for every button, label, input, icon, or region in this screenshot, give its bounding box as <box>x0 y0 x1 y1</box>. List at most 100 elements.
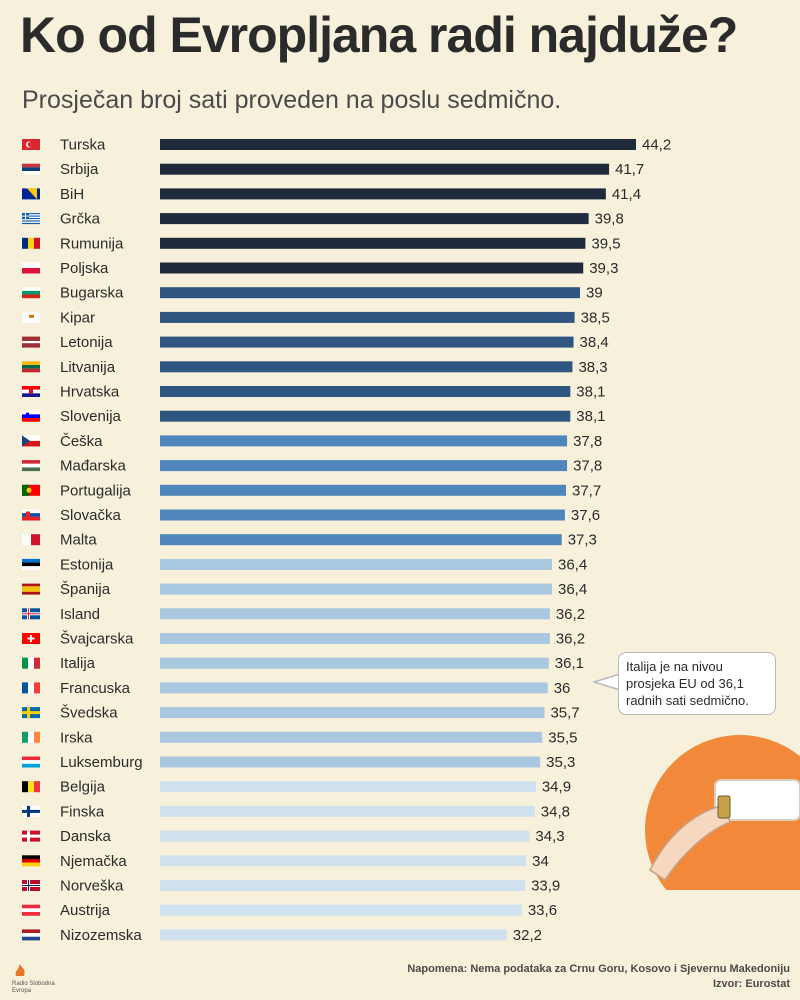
bar <box>160 657 549 669</box>
country-label: Nizozemska <box>60 927 142 944</box>
value-label: 37,7 <box>572 482 601 499</box>
country-label: Belgija <box>60 779 106 796</box>
country-label: Poljska <box>60 260 109 277</box>
footnote: Napomena: Nema podataka za Crnu Goru, Ko… <box>407 962 790 992</box>
fr-flag-icon <box>22 682 40 694</box>
dk-flag-icon <box>22 830 40 842</box>
bar <box>160 460 568 472</box>
bar <box>160 435 568 447</box>
page-title: Ko od Evropljana radi najduže? <box>20 7 738 63</box>
bar-row-be: Belgija 34,9 <box>22 779 571 796</box>
value-label: 39 <box>586 285 603 302</box>
bar-row-cz: Češka 37,8 <box>22 433 602 450</box>
country-label: Malta <box>60 532 97 549</box>
bar-row-lv: Letonija 38,4 <box>22 334 609 351</box>
se-flag-icon <box>22 707 40 719</box>
country-label: Slovenija <box>60 408 122 425</box>
bar-row-ch: Švajcarska 36,2 <box>22 631 585 648</box>
value-label: 34 <box>532 853 549 870</box>
country-label: Portugalija <box>60 482 132 499</box>
bar-row-hu: Mađarska 37,8 <box>22 458 602 475</box>
be-flag-icon <box>22 781 40 793</box>
bar <box>160 805 535 817</box>
note-text: Napomena: Nema podataka za Crnu Goru, Ko… <box>407 963 790 975</box>
callout-pointer <box>593 672 621 692</box>
value-label: 44,2 <box>642 137 671 154</box>
hr-flag-icon <box>22 386 40 397</box>
bar-row-mt: Malta 37,3 <box>22 532 597 549</box>
bar-row-ie: Irska 35,5 <box>22 729 578 746</box>
value-label: 38,5 <box>581 309 610 326</box>
bar <box>160 830 530 842</box>
country-label: Norveška <box>60 878 124 895</box>
country-label: Grčka <box>60 211 101 228</box>
bar <box>160 410 571 422</box>
bar <box>160 880 526 891</box>
bar <box>160 188 606 200</box>
value-label: 37,3 <box>568 532 597 549</box>
country-label: Turska <box>60 137 106 154</box>
value-label: 36,4 <box>558 556 587 573</box>
country-label: Mađarska <box>60 458 127 475</box>
bar-row-at: Austrija 33,6 <box>22 902 557 919</box>
logo-line-1: Radio Slobodna <box>12 981 55 987</box>
italy-callout: Italija je na nivou prosjeka EU od 36,1 … <box>618 652 776 715</box>
country-label: BiH <box>60 186 84 203</box>
pt-flag-icon <box>22 484 40 496</box>
bar <box>160 731 543 743</box>
bar-row-dk: Danska 34,3 <box>22 828 565 845</box>
ba-flag-icon <box>22 188 40 200</box>
bar <box>160 682 548 694</box>
country-label: Italija <box>60 655 96 672</box>
value-label: 34,3 <box>535 828 564 845</box>
country-label: Francuska <box>60 680 131 697</box>
bar-row-gr: Grčka 39,8 <box>22 211 624 228</box>
value-label: 38,4 <box>580 334 609 351</box>
bar <box>160 386 571 397</box>
bar-row-ba: BiH 41,4 <box>22 186 641 203</box>
pl-flag-icon <box>22 262 40 274</box>
bar <box>160 633 550 644</box>
value-label: 36 <box>554 680 571 697</box>
value-label: 39,8 <box>595 211 624 228</box>
bar-row-nl: Nizozemska 32,2 <box>22 927 542 944</box>
bar-row-sk: Slovačka 37,6 <box>22 507 600 524</box>
country-label: Rumunija <box>60 235 124 252</box>
bar <box>160 287 580 299</box>
country-label: Irska <box>60 729 93 746</box>
value-label: 36,4 <box>558 581 587 598</box>
sk-flag-icon <box>22 509 40 521</box>
page-subtitle: Prosječan broj sati proveden na poslu se… <box>22 86 562 114</box>
lv-flag-icon <box>22 336 40 348</box>
bg-flag-icon <box>22 287 40 299</box>
value-label: 41,4 <box>612 186 641 203</box>
bar <box>160 855 527 867</box>
country-label: Austrija <box>60 902 111 919</box>
value-label: 34,9 <box>542 779 571 796</box>
bar <box>160 237 586 249</box>
no-flag-icon <box>22 880 40 891</box>
de-flag-icon <box>22 855 40 867</box>
country-label: Estonija <box>60 556 114 573</box>
si-flag-icon <box>22 410 40 422</box>
bar <box>160 336 574 348</box>
bar-row-de: Njemačka 34 <box>22 853 549 870</box>
bar <box>160 509 565 521</box>
value-label: 35,3 <box>546 754 575 771</box>
bar-row-ro: Rumunija 39,5 <box>22 235 621 252</box>
is-flag-icon <box>22 608 40 620</box>
value-label: 33,6 <box>528 902 557 919</box>
nl-flag-icon <box>22 929 40 941</box>
bar-row-pl: Poljska 39,3 <box>22 260 618 277</box>
value-label: 38,1 <box>576 384 605 401</box>
ro-flag-icon <box>22 237 40 249</box>
value-label: 37,6 <box>571 507 600 524</box>
country-label: Srbija <box>60 161 99 178</box>
value-label: 34,8 <box>541 803 570 820</box>
bar-row-pt: Portugalija 37,7 <box>22 482 601 499</box>
tr-flag-icon <box>22 139 40 150</box>
at-flag-icon <box>22 904 40 916</box>
country-label: Kipar <box>60 309 95 326</box>
bar <box>160 139 636 150</box>
bar-row-es: Španija 36,4 <box>22 581 587 598</box>
